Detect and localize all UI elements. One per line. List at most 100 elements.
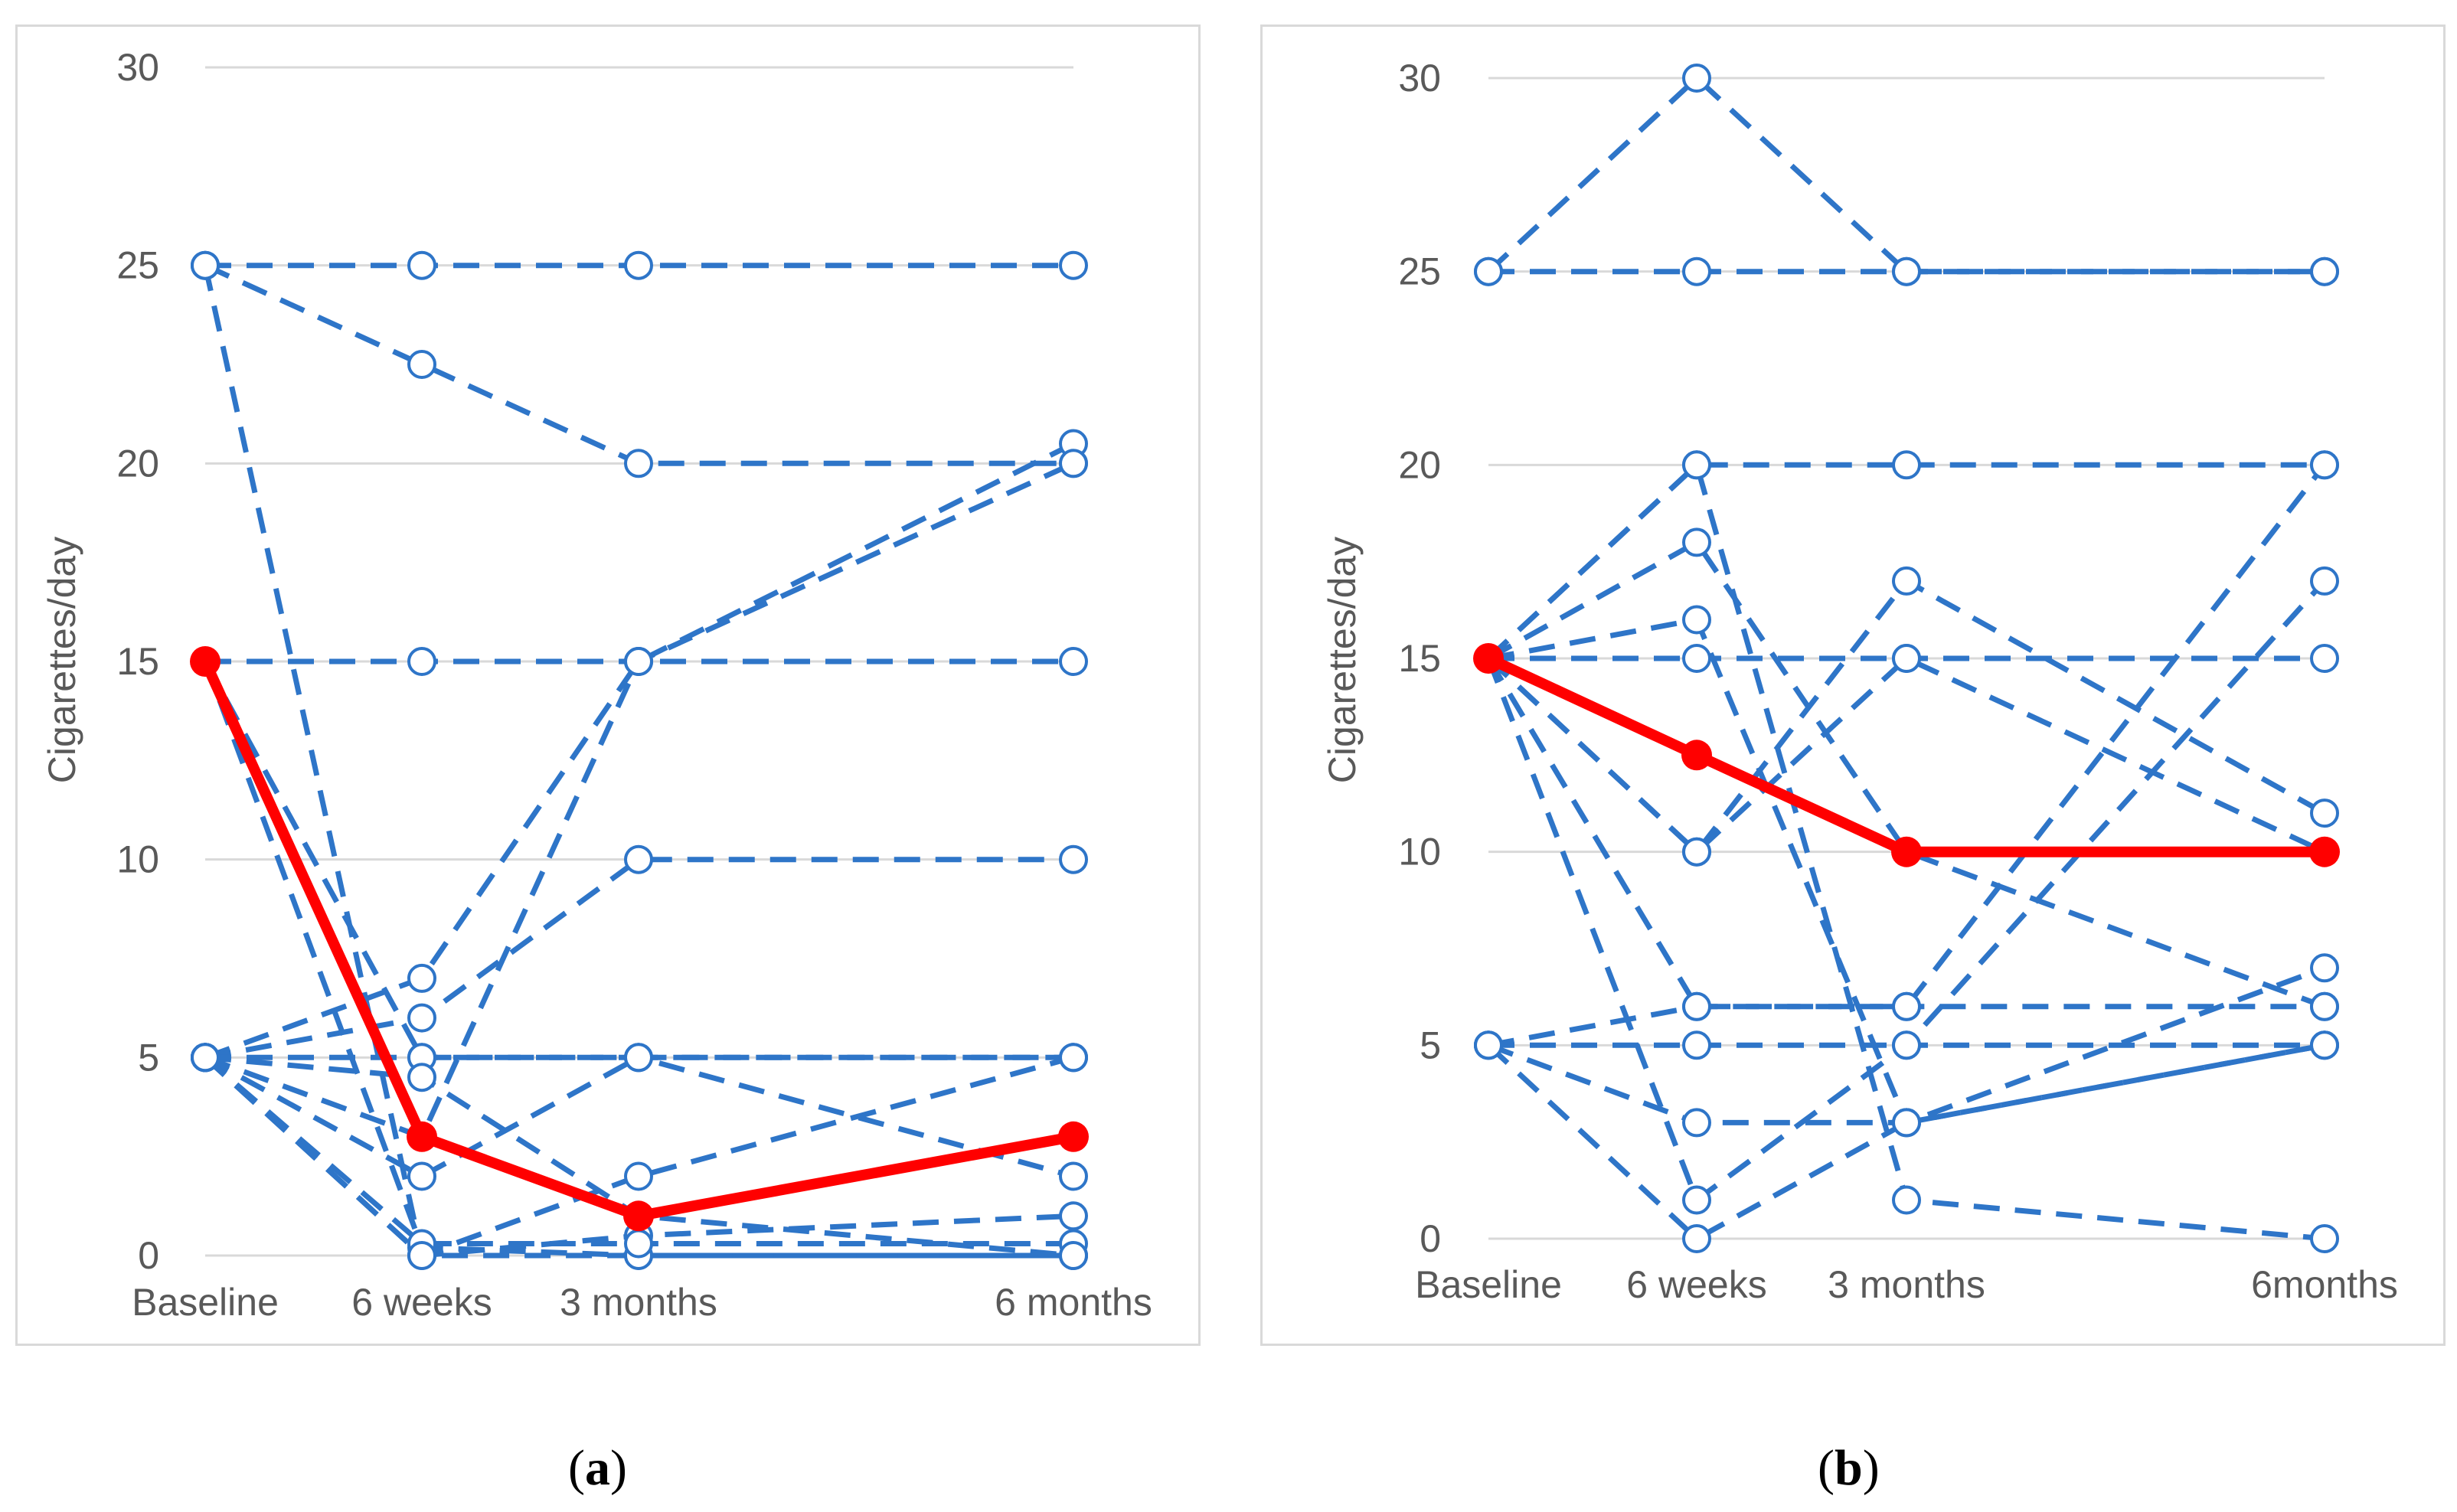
individual-series-line xyxy=(1488,1004,2325,1048)
individual-data-point xyxy=(1892,1185,1921,1215)
individual-data-point xyxy=(1474,256,1503,286)
individual-data-point xyxy=(1682,1185,1711,1215)
individual-data-point xyxy=(1892,1030,1921,1060)
y-tick-label: 15 xyxy=(1398,637,1441,680)
individual-data-point xyxy=(2310,644,2339,673)
individual-data-point xyxy=(407,963,436,993)
individual-data-point xyxy=(1682,64,1711,93)
individual-series-line xyxy=(203,1054,1074,1259)
individual-data-point xyxy=(1474,1030,1503,1060)
individual-data-point xyxy=(624,250,653,280)
median-data-point xyxy=(623,1200,654,1232)
individual-data-point xyxy=(2310,1030,2339,1060)
median-data-point xyxy=(1891,836,1922,867)
y-axis-title: Cigarettes/day xyxy=(41,537,83,783)
individual-data-point xyxy=(191,250,220,280)
y-tick-label: 10 xyxy=(116,838,159,881)
individual-data-point xyxy=(1682,644,1711,673)
median-data-point xyxy=(2309,836,2340,867)
individual-data-point xyxy=(1892,566,1921,596)
individual-data-point xyxy=(624,1043,653,1073)
individual-series-line xyxy=(204,263,1073,466)
x-tick-label: 3 months xyxy=(1828,1263,1985,1306)
individual-data-point xyxy=(407,647,436,676)
individual-data-point xyxy=(1892,450,1921,480)
individual-data-point xyxy=(624,844,653,874)
individual-data-point xyxy=(1892,256,1921,286)
individual-series-line xyxy=(203,1055,1073,1246)
individual-data-point xyxy=(2310,566,2339,596)
x-tick-label: 6 months xyxy=(995,1281,1152,1324)
individual-data-point xyxy=(1682,1224,1711,1253)
x-tick-label: Baseline xyxy=(132,1281,279,1324)
individual-series-line xyxy=(1485,579,2327,1205)
y-tick-label: 15 xyxy=(116,640,159,683)
panel-label-b: (b) xyxy=(1818,1440,1880,1496)
y-tick-label: 20 xyxy=(116,442,159,485)
individual-series-line xyxy=(1486,74,2325,275)
individual-series-line xyxy=(204,1054,1074,1259)
individual-series-line xyxy=(1486,655,2326,856)
individual-series-line xyxy=(205,1054,1074,1179)
panel-label-a: (a) xyxy=(568,1440,627,1496)
individual-data-point xyxy=(1892,991,1921,1021)
individual-data-point xyxy=(624,449,653,478)
y-tick-label: 0 xyxy=(138,1234,159,1277)
individual-series-line xyxy=(204,857,1073,1060)
individual-data-point xyxy=(1059,250,1088,280)
individual-data-point xyxy=(1059,1161,1088,1191)
individual-data-point xyxy=(1682,1030,1711,1060)
individual-data-point xyxy=(407,1003,436,1033)
individual-data-point xyxy=(1059,647,1088,676)
individual-series-line xyxy=(1485,463,2327,1010)
median-data-point xyxy=(407,1121,437,1152)
individual-data-point xyxy=(1059,449,1088,478)
median-series-line xyxy=(1486,653,2325,857)
x-tick-label: 6 weeks xyxy=(351,1281,492,1324)
individual-data-point xyxy=(624,1161,653,1191)
y-tick-label: 10 xyxy=(1398,831,1441,874)
y-tick-label: 5 xyxy=(138,1036,159,1079)
median-data-point xyxy=(190,646,221,677)
median-data-point xyxy=(1058,1121,1089,1152)
individual-data-point xyxy=(1059,1043,1088,1073)
individual-data-point xyxy=(1682,450,1711,480)
x-tick-label: 6months xyxy=(2251,1263,2398,1306)
individual-data-point xyxy=(2310,1224,2339,1253)
individual-series-line xyxy=(1487,538,2326,1010)
individual-series-line xyxy=(204,1054,1073,1180)
individual-data-point xyxy=(2310,798,2339,828)
individual-data-point xyxy=(624,647,653,676)
individual-data-point xyxy=(407,1241,436,1270)
y-tick-label: 30 xyxy=(116,46,159,89)
individual-data-point xyxy=(1059,1241,1088,1270)
individual-data-point xyxy=(1682,1108,1711,1138)
individual-series-line xyxy=(1488,616,2325,1126)
x-tick-label: 6 weeks xyxy=(1626,1263,1766,1306)
individual-data-point xyxy=(1059,844,1088,874)
y-tick-label: 0 xyxy=(1420,1217,1441,1260)
individual-series-line xyxy=(204,441,1075,1060)
x-tick-label: Baseline xyxy=(1415,1263,1562,1306)
individual-data-point xyxy=(191,1043,220,1073)
y-tick-label: 5 xyxy=(1420,1024,1441,1066)
median-series-line xyxy=(200,659,1075,1222)
chart-panel-b xyxy=(1260,24,2446,1346)
individual-data-point xyxy=(1682,256,1711,286)
y-tick-label: 25 xyxy=(1398,250,1441,293)
individual-data-point xyxy=(1682,605,1711,635)
individual-data-point xyxy=(2310,953,2339,983)
median-data-point xyxy=(1681,740,1712,771)
individual-data-point xyxy=(1892,1108,1921,1138)
individual-data-point xyxy=(1682,991,1711,1021)
y-tick-label: 30 xyxy=(1398,57,1441,100)
individual-data-point xyxy=(1682,837,1711,867)
individual-series-line xyxy=(1486,1042,2325,1243)
individual-data-point xyxy=(2310,991,2339,1021)
individual-data-point xyxy=(407,350,436,379)
individual-series-line xyxy=(202,660,1073,1259)
y-axis-title: Cigarettes/day xyxy=(1321,537,1364,783)
chart-b: 0 5 10 15 20 25 30 Baseline 6 weeks 3 months 6mont… xyxy=(1321,57,2398,1306)
individual-data-point xyxy=(1682,527,1711,557)
individual-series-line xyxy=(1486,459,2325,1242)
